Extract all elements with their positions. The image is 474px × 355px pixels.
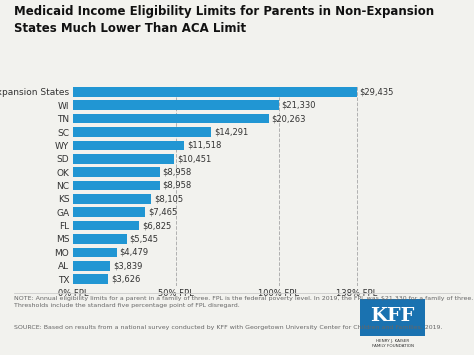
Text: Medicaid Income Eligibility Limits for Parents in Non-Expansion
States Much Lowe: Medicaid Income Eligibility Limits for P… (14, 5, 434, 35)
Bar (73, 234, 127, 244)
Text: $14,291: $14,291 (214, 127, 248, 137)
Bar (73, 114, 268, 124)
Text: $4,479: $4,479 (119, 248, 148, 257)
Bar (73, 167, 160, 177)
Text: $8,958: $8,958 (163, 168, 192, 177)
Bar (73, 87, 357, 97)
Text: $8,958: $8,958 (163, 181, 192, 190)
Text: $7,465: $7,465 (148, 208, 177, 217)
Bar (73, 181, 160, 190)
Text: $3,839: $3,839 (113, 261, 143, 270)
Text: HENRY J. KAISER
FAMILY FOUNDATION: HENRY J. KAISER FAMILY FOUNDATION (372, 339, 414, 348)
Text: $8,105: $8,105 (155, 194, 183, 203)
Bar (73, 207, 146, 217)
Text: $11,518: $11,518 (187, 141, 222, 150)
Bar (73, 247, 117, 257)
Text: KFF: KFF (370, 307, 415, 325)
Bar (73, 261, 110, 271)
Text: SOURCE: Based on results from a national survey conducted by KFF with Georgetown: SOURCE: Based on results from a national… (14, 325, 443, 330)
Text: NOTE: Annual eligibility limits for a parent in a family of three. FPL is the fe: NOTE: Annual eligibility limits for a pa… (14, 296, 474, 308)
Bar (73, 194, 152, 204)
Bar (360, 299, 425, 336)
Bar (73, 274, 109, 284)
Text: $20,263: $20,263 (272, 114, 306, 123)
Text: $21,330: $21,330 (282, 101, 316, 110)
Text: $3,626: $3,626 (111, 274, 141, 284)
Text: $10,451: $10,451 (177, 154, 211, 163)
Text: $6,825: $6,825 (142, 221, 171, 230)
Bar (73, 127, 211, 137)
Bar (73, 141, 184, 150)
Bar (73, 100, 279, 110)
Text: $5,545: $5,545 (130, 234, 159, 244)
Text: $29,435: $29,435 (360, 87, 394, 97)
Bar (73, 154, 174, 164)
Bar (73, 221, 139, 230)
